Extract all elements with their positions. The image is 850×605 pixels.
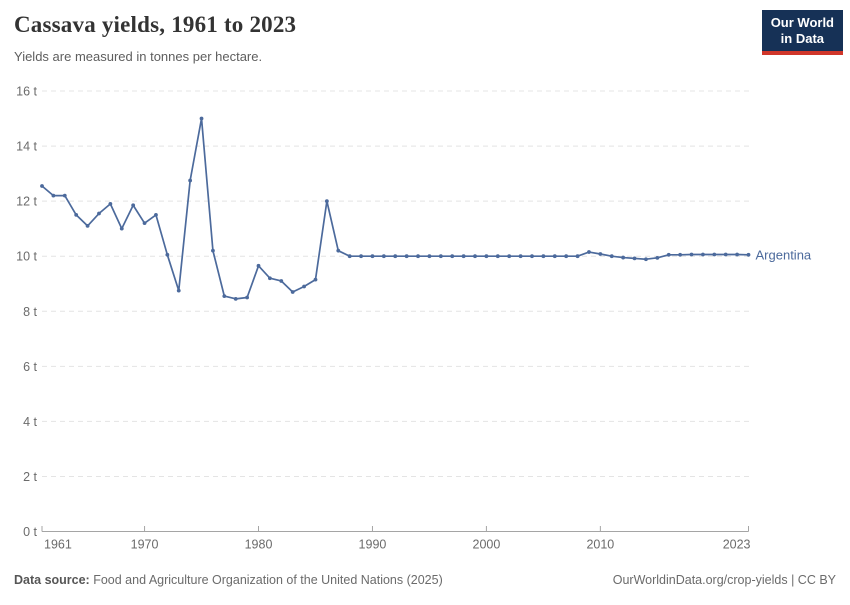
footer-links[interactable]: OurWorldinData.org/crop-yields | CC BY (613, 573, 836, 587)
y-tick-label: 14 t (16, 140, 37, 154)
data-point[interactable] (51, 193, 56, 198)
data-point[interactable] (245, 295, 250, 300)
y-tick-label: 8 t (23, 305, 37, 319)
data-point[interactable] (85, 224, 90, 228)
y-tick-label: 6 t (23, 360, 37, 374)
data-point[interactable] (313, 277, 318, 282)
data-point[interactable] (450, 254, 455, 259)
data-point[interactable] (666, 252, 671, 257)
data-point[interactable] (678, 252, 683, 257)
data-point[interactable] (416, 254, 420, 259)
owid-url-link[interactable]: OurWorldinData.org/crop-yields (612, 573, 788, 587)
data-point[interactable] (507, 254, 512, 259)
data-point[interactable] (154, 212, 158, 217)
data-source: Data source: Food and Agriculture Organi… (14, 573, 443, 587)
data-point[interactable] (404, 254, 409, 259)
data-point[interactable] (119, 226, 124, 231)
data-point[interactable] (131, 203, 136, 208)
data-point[interactable] (108, 201, 113, 206)
data-point[interactable] (199, 116, 204, 121)
data-point[interactable] (484, 254, 489, 259)
data-point[interactable] (735, 252, 740, 257)
data-point[interactable] (302, 284, 306, 289)
page-title: Cassava yields, 1961 to 2023 (14, 12, 297, 37)
data-point[interactable] (142, 221, 147, 226)
data-point[interactable] (438, 254, 443, 259)
data-point[interactable] (279, 279, 284, 283)
data-point[interactable] (473, 254, 477, 259)
data-point[interactable] (495, 254, 500, 259)
data-point[interactable] (701, 252, 705, 257)
data-point[interactable] (541, 254, 546, 259)
x-tick-label: 2023 (723, 538, 751, 552)
data-source-text: Food and Agriculture Organization of the… (93, 573, 443, 587)
x-tick-label: 1980 (245, 538, 273, 552)
chart-footer: Data source: Food and Agriculture Organi… (14, 573, 836, 587)
data-point[interactable] (746, 252, 751, 257)
data-point[interactable] (518, 254, 523, 259)
data-point[interactable] (290, 290, 295, 294)
data-point[interactable] (359, 254, 363, 259)
data-point[interactable] (632, 256, 637, 261)
y-tick-label: 2 t (23, 470, 37, 484)
x-tick-label: 1961 (44, 538, 72, 552)
data-point[interactable] (97, 211, 101, 216)
data-point[interactable] (233, 296, 238, 301)
data-point[interactable] (461, 254, 466, 259)
data-point[interactable] (74, 212, 79, 217)
owid-logo-line1: Our World (770, 15, 834, 30)
data-point[interactable] (256, 263, 261, 268)
owid-logo-line2: in Data (780, 31, 825, 46)
data-point[interactable] (336, 248, 341, 253)
y-tick-label: 0 t (23, 525, 37, 539)
data-point[interactable] (609, 254, 614, 259)
x-tick-label: 1970 (131, 538, 159, 552)
data-point[interactable] (723, 252, 728, 257)
x-tick-label: 2000 (473, 538, 501, 552)
y-tick-label: 16 t (16, 85, 37, 99)
data-source-label: Data source: (14, 573, 90, 587)
data-point[interactable] (689, 252, 694, 257)
data-point[interactable] (268, 276, 272, 281)
data-point[interactable] (176, 288, 181, 293)
data-point[interactable] (530, 254, 534, 259)
data-point[interactable] (188, 178, 193, 183)
data-point[interactable] (598, 252, 603, 256)
data-point[interactable] (165, 252, 170, 257)
data-point[interactable] (211, 248, 215, 253)
data-point[interactable] (655, 255, 660, 260)
chart-subtitle: Yields are measured in tonnes per hectar… (14, 49, 263, 64)
data-point[interactable] (712, 252, 717, 257)
y-tick-label: 10 t (16, 250, 37, 264)
data-point[interactable] (644, 257, 648, 262)
data-point[interactable] (370, 254, 375, 259)
data-point[interactable] (587, 250, 591, 254)
data-point[interactable] (381, 254, 386, 259)
y-tick-label: 4 t (23, 415, 37, 429)
data-point[interactable] (552, 254, 557, 259)
data-point[interactable] (427, 254, 432, 259)
owid-logo[interactable]: Our World in Data (761, 10, 843, 55)
data-point[interactable] (347, 254, 352, 259)
y-tick-label: 12 t (16, 195, 37, 209)
license-link[interactable]: CC BY (797, 573, 836, 587)
data-point[interactable] (393, 254, 398, 259)
data-point[interactable] (40, 184, 44, 188)
data-point[interactable] (62, 193, 67, 198)
data-point[interactable] (575, 254, 580, 259)
footer-separator: | (791, 573, 795, 587)
x-tick-label: 1990 (359, 538, 387, 552)
x-tick-label: 2010 (586, 538, 614, 552)
data-point[interactable] (564, 254, 569, 259)
series-label[interactable]: Argentina (756, 247, 812, 262)
data-point[interactable] (324, 199, 329, 204)
data-point[interactable] (222, 294, 227, 299)
data-point[interactable] (621, 255, 626, 260)
